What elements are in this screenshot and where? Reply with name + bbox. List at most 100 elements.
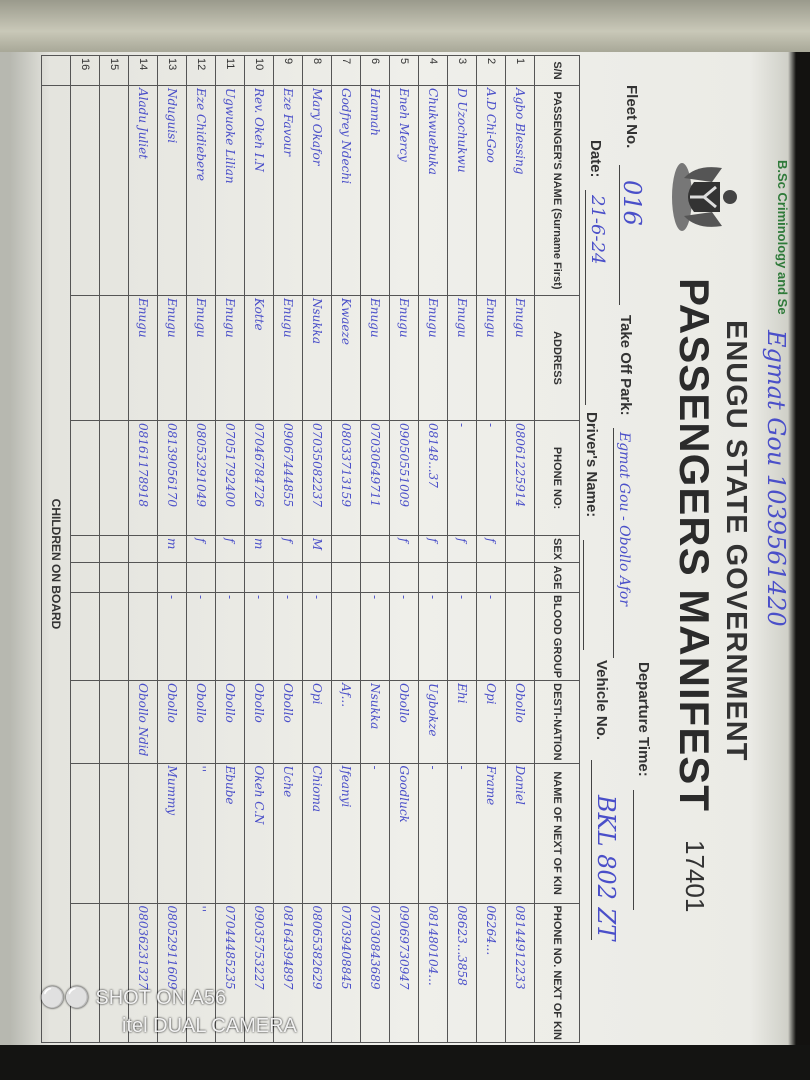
page-title: PASSENGERS MANIFEST <box>671 278 718 812</box>
table-cell: 08053291049 <box>186 420 216 536</box>
table-cell: f <box>273 535 303 563</box>
table-cell: Af... <box>331 680 361 764</box>
camera-watermark-line1: ⚪⚪ SHOT ON A56 <box>40 985 226 1010</box>
table-cell: Obollo <box>505 680 535 764</box>
table-cell <box>505 535 535 563</box>
row-number: 5 <box>389 55 419 86</box>
table-cell <box>99 295 129 421</box>
row-number: 11 <box>215 55 245 86</box>
table-cell <box>99 592 129 681</box>
table-cell: Obollo <box>215 680 245 764</box>
table-cell: 08065382629 <box>302 903 332 1043</box>
vehicle-value: BKL 802 ZT <box>592 795 620 941</box>
table-cell: - <box>273 592 303 681</box>
table-row: 5 Eneh Mercy Enugu 09050551009 f - Obollo Goodl… <box>389 55 419 1043</box>
table-cell: '' <box>186 763 216 904</box>
table-cell: Ifeanyi <box>331 763 361 904</box>
table-cell <box>70 903 100 1043</box>
table-cell: Enugu <box>418 295 448 421</box>
table-cell: 09067444855 <box>273 420 303 536</box>
table-row: 10 Rev. Okeh I.N Kotte 07046784726 m - Obollo O… <box>244 55 274 1043</box>
takeoff-line <box>613 428 614 658</box>
vehicle-label: Vehicle No. <box>593 660 610 741</box>
table-cell: 09069730947 <box>389 903 419 1043</box>
table-cell: f <box>476 535 506 563</box>
table-cell: Mary Okafor <box>302 85 332 296</box>
table-cell: Opi <box>302 680 332 764</box>
date-line <box>585 190 586 405</box>
table-cell: Ehi <box>447 680 477 764</box>
table-row: 12 Eze Chidiebere Enugu 08053291049 f - Obollo… <box>186 55 216 1043</box>
table-cell: - <box>447 420 477 536</box>
table-cell: Godfrey Ndechi <box>331 85 361 296</box>
table-cell: 08161178918 <box>128 420 158 536</box>
table-cell: Enugu <box>157 295 187 421</box>
table-row: 6 Hannah Enugu 07030649711- Nsukka -070308436… <box>360 55 390 1043</box>
departure-label: Departure Time: <box>635 662 652 777</box>
table-row: 1 Agbo Blessing Enugu 08061225914 Obollo Dani… <box>505 55 535 1043</box>
fleet-value: 016 <box>618 180 646 226</box>
table-cell: 07051792400 <box>215 420 245 536</box>
table-cell: - <box>302 592 332 681</box>
table-row: 16 <box>70 55 100 1043</box>
table-cell: - <box>360 592 390 681</box>
table-cell <box>331 535 361 563</box>
table-cell: Nsukka <box>360 680 390 764</box>
table-cell: Enugu <box>128 295 158 421</box>
table-cell: 08148...37 <box>418 420 448 536</box>
row-number: 15 <box>99 55 129 86</box>
table-cell: Enugu <box>215 295 245 421</box>
table-cell <box>273 562 303 593</box>
table-cell: Kwaeze <box>331 295 361 421</box>
table-cell <box>70 420 100 536</box>
column-header: NAME OF NEXT OF KIN <box>534 763 580 904</box>
table-cell: - <box>476 420 506 536</box>
table-cell: 07046784726 <box>244 420 274 536</box>
takeoff-value: Egmat Gou - Obollo Afor <box>616 432 632 607</box>
table-cell: Rev. Okeh I.N <box>244 85 274 296</box>
table-cell: Eze Chidiebere <box>186 85 216 296</box>
table-row: 13 Nduguisi Enugu 08139056170 m - Obollo Mummy 0… <box>157 55 187 1043</box>
table-cell <box>215 562 245 593</box>
table-cell: Obollo <box>389 680 419 764</box>
watermark-text-1: SHOT ON A56 <box>95 987 227 1009</box>
table-cell: Mummy <box>157 763 187 904</box>
table-cell: Enugu <box>360 295 390 421</box>
table-cell <box>302 562 332 593</box>
table-cell <box>418 562 448 593</box>
column-header: DESTI-NATION <box>534 680 580 764</box>
table-cell: Enugu <box>505 295 535 421</box>
table-cell: 08033713159 <box>331 420 361 536</box>
table-cell: Eze Favour <box>273 85 303 296</box>
table-cell: Eneh Mercy <box>389 85 419 296</box>
table-cell: - <box>418 592 448 681</box>
table-cell: Obollo Ndid <box>128 680 158 764</box>
table-cell: m <box>157 535 187 563</box>
table-cell: Ebube <box>215 763 245 904</box>
row-number: 16 <box>70 55 100 86</box>
table-cell: Okeh C.N <box>244 763 274 904</box>
table-cell <box>99 420 129 536</box>
table-cell <box>70 535 100 563</box>
table-cell <box>128 562 158 593</box>
row-number: 4 <box>418 55 448 86</box>
table-cell <box>128 535 158 563</box>
camera-rings-icon: ⚪⚪ <box>40 987 96 1009</box>
table-cell: Obollo <box>157 680 187 764</box>
table-cell: Enugu <box>447 295 477 421</box>
government-heading: ENUGU STATE GOVERNMENT <box>720 320 752 762</box>
table-cell: 081480104... <box>418 903 448 1043</box>
row-number: 6 <box>360 55 390 86</box>
table-cell: Ugwuoke Lilian <box>215 85 245 296</box>
column-header: ADDRESS <box>534 295 580 421</box>
table-row: 11 Ugwuoke Lilian Enugu 07051792400 f - Obollo… <box>215 55 245 1043</box>
row-number: 12 <box>186 55 216 86</box>
table-cell: Enugu <box>273 295 303 421</box>
table-cell <box>128 763 158 904</box>
column-header: S/N <box>534 55 580 86</box>
table-cell: Uche <box>273 763 303 904</box>
table-cell: 08144912233 <box>505 903 535 1043</box>
table-cell <box>41 55 71 86</box>
